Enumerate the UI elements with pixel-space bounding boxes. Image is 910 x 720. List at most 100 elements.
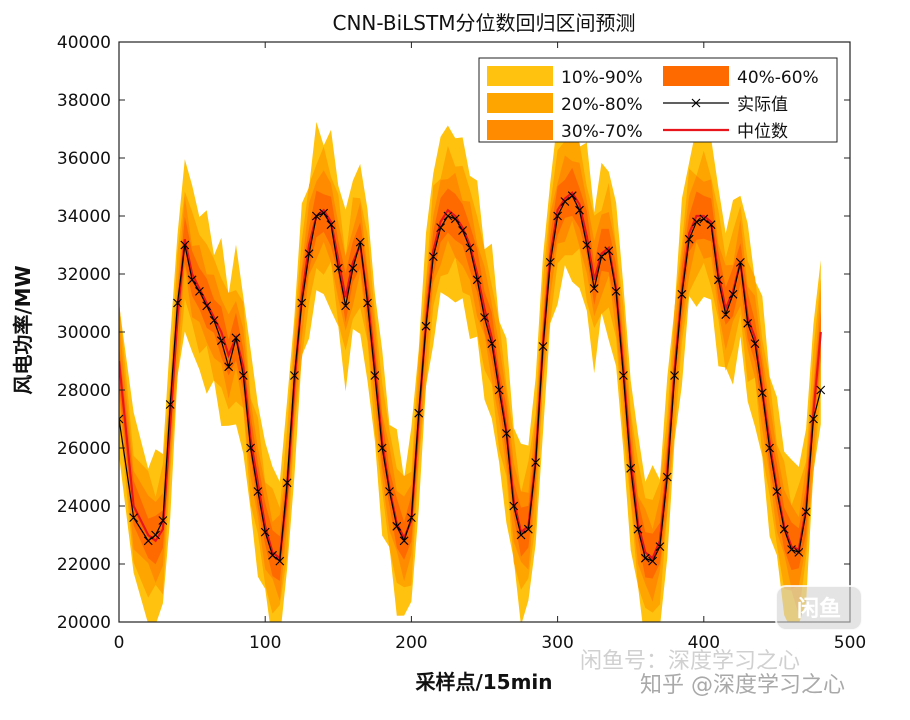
actual-point — [282, 478, 292, 488]
actual-point — [611, 287, 621, 296]
axes — [118, 41, 851, 623]
actual-point — [355, 237, 365, 247]
actual-point — [165, 400, 175, 409]
legend-item: 30%-70% — [487, 120, 643, 142]
band-10%-90% — [119, 98, 821, 622]
actual-point — [143, 536, 153, 546]
y-tick-label: 28000 — [57, 381, 111, 401]
actual-point — [187, 275, 197, 285]
tick-labels: 0 100 200 300 400 500 20000 22000 24000 26000 2800… — [57, 33, 866, 653]
legend-item: 10%-90% — [487, 66, 643, 88]
x-tick-label: 400 — [688, 633, 720, 653]
actual-point — [180, 240, 190, 250]
actual-point — [304, 249, 314, 259]
x-tick-label: 500 — [834, 633, 866, 653]
legend-label: 20%-80% — [561, 95, 643, 115]
actual-point — [728, 289, 738, 299]
actual-point — [363, 298, 372, 308]
legend-label: 10%-90% — [561, 68, 643, 88]
actual-point — [399, 536, 409, 546]
chart-title: CNN-BiLSTM分位数回归区间预测 — [333, 11, 636, 35]
actual-point — [765, 443, 774, 453]
x-tick-label: 100 — [249, 633, 281, 653]
y-tick-label: 38000 — [57, 91, 111, 111]
actual-point — [216, 336, 226, 346]
actual-point — [604, 246, 614, 256]
watermarks: 闲鱼号：深度学习之心 知乎 @深度学习之心 闲鱼 — [580, 585, 863, 698]
actual-point — [633, 524, 643, 534]
quantile-bands — [119, 98, 821, 622]
actual-point — [502, 429, 511, 438]
actual-point — [253, 487, 263, 496]
actual-point — [772, 487, 782, 496]
y-tick-label: 20000 — [57, 613, 111, 633]
actual-point — [195, 287, 204, 296]
actual-point — [414, 408, 424, 418]
legend-item: 中位数 — [663, 122, 788, 142]
actual-point — [509, 501, 519, 511]
y-tick-label: 24000 — [57, 497, 111, 517]
actual-point — [648, 556, 658, 566]
actual-point — [385, 487, 394, 496]
actual-point — [260, 527, 270, 537]
y-tick-label: 36000 — [57, 149, 111, 169]
actual-point — [801, 507, 811, 517]
actual-point — [626, 463, 636, 473]
actual-point — [158, 516, 168, 525]
actual-point — [684, 234, 694, 244]
actual-point — [779, 524, 789, 534]
actual-point — [377, 443, 387, 453]
actual-point — [151, 530, 160, 540]
actual-point — [735, 258, 745, 267]
actual-point — [465, 243, 475, 253]
actual-point — [531, 458, 541, 467]
actual-point — [567, 191, 577, 201]
y-tick-label: 26000 — [57, 439, 111, 459]
series-lines — [119, 191, 826, 566]
actual-point — [794, 548, 804, 557]
actual-point — [743, 318, 753, 328]
actual-point — [677, 289, 687, 299]
actual-point — [575, 205, 584, 215]
x-tick-label: 200 — [395, 633, 427, 653]
actual-point — [589, 284, 599, 293]
legend-item: 40%-60% — [663, 66, 819, 88]
actual-point — [640, 553, 650, 563]
actual-point — [392, 521, 402, 531]
actual-point — [341, 301, 350, 311]
actual-point — [560, 197, 570, 206]
actual-point — [721, 310, 731, 319]
actual-point — [173, 298, 182, 308]
xianyu-logo-icon: 闲鱼 — [775, 585, 863, 631]
y-tick-label: 34000 — [57, 207, 111, 227]
actual-point — [268, 550, 277, 560]
actual-point — [407, 513, 416, 522]
actual-point — [494, 385, 504, 395]
actual-point — [119, 414, 124, 424]
x-axis-title: 采样点/15min — [415, 670, 552, 694]
actual-point — [538, 342, 548, 351]
y-tick-label: 32000 — [57, 265, 111, 285]
actual-point — [553, 211, 562, 221]
actual-point — [129, 513, 139, 522]
actual-point — [311, 211, 321, 221]
actual-point — [450, 214, 460, 224]
actual-point — [516, 530, 526, 540]
actual-point — [224, 362, 234, 372]
actual-point — [209, 316, 219, 325]
actual-point — [480, 313, 489, 322]
actual-point — [662, 472, 672, 482]
legend-label: 实际值 — [737, 95, 788, 115]
actual-point — [523, 524, 533, 534]
actual-point — [699, 214, 709, 224]
watermark-xianyu: 闲鱼号：深度学习之心 — [580, 649, 800, 674]
actual-point — [333, 263, 343, 273]
actual-point — [619, 371, 628, 380]
actual-point — [370, 371, 380, 380]
actual-point — [487, 339, 497, 348]
x-tick-label: 300 — [541, 633, 573, 653]
legend-item: 20%-80% — [487, 93, 643, 115]
